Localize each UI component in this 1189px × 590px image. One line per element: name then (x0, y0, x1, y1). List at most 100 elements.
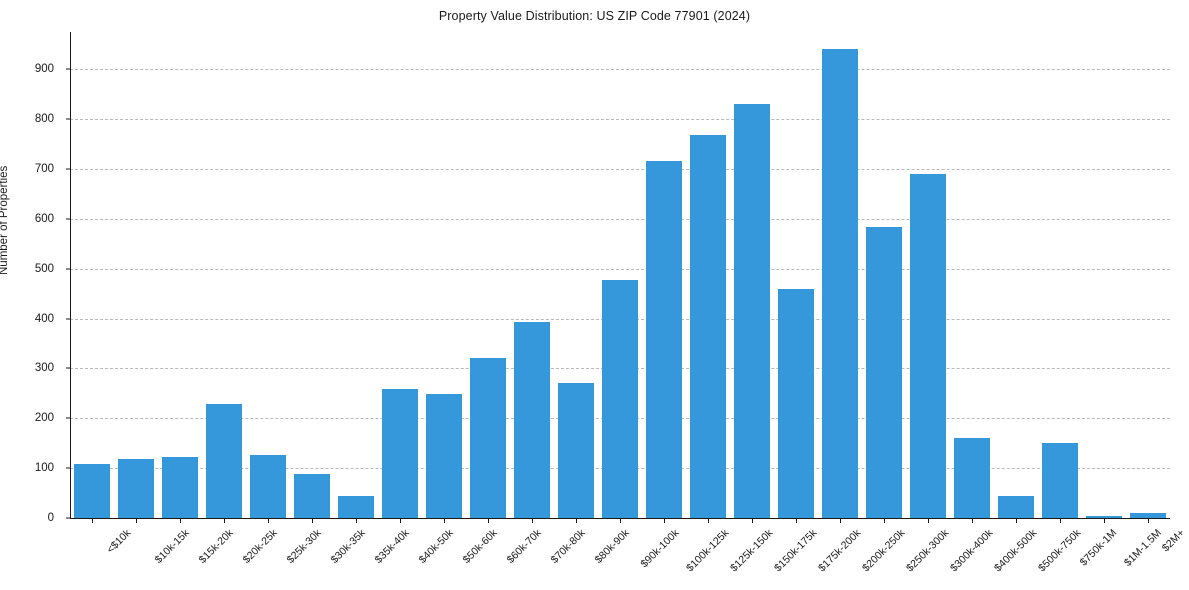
bar[interactable] (822, 49, 858, 518)
x-axis-tick-mark (796, 519, 797, 523)
y-axis-tick-label: 200 (34, 412, 54, 425)
x-axis-tick-label: $200k-250k (860, 527, 908, 575)
plot-area (70, 32, 1170, 518)
x-axis-tick-label: $35k-40k (372, 527, 412, 567)
bar[interactable] (514, 322, 550, 518)
x-axis-tick-label: $150k-175k (772, 527, 820, 575)
bar[interactable] (602, 280, 638, 518)
y-axis-tick-label: 0 (47, 512, 54, 524)
y-axis-tick-label: 300 (34, 362, 54, 375)
x-axis-tick-mark (444, 519, 445, 523)
bar[interactable] (206, 403, 242, 518)
y-axis-tick-label: 400 (34, 312, 54, 325)
x-axis-tick-mark (224, 519, 225, 523)
bar[interactable] (558, 383, 594, 518)
x-axis-tick-label: $750k-1M (1077, 527, 1120, 569)
x-axis-tick-label: $40k-50k (416, 527, 456, 567)
bar[interactable] (910, 173, 946, 518)
bar[interactable] (998, 495, 1034, 518)
x-axis-tick-mark (752, 519, 753, 523)
x-axis-tick-label: $60k-70k (504, 527, 544, 567)
x-axis-tick-mark (928, 519, 929, 523)
gridline (70, 169, 1170, 171)
x-axis-tick-label: $250k-300k (904, 527, 952, 575)
x-axis-tick-mark (1104, 519, 1105, 523)
x-axis-tick-label: $10k-15k (152, 527, 192, 567)
bar[interactable] (734, 104, 770, 518)
x-axis-tick-label: $15k-20k (196, 527, 236, 567)
bar[interactable] (426, 393, 462, 518)
x-axis-tick-mark (488, 519, 489, 523)
x-axis-tick-label: $500k-750k (1036, 527, 1084, 575)
y-axis-tick-label: 500 (34, 262, 54, 275)
y-axis-tick-mark (66, 517, 70, 519)
gridline (70, 119, 1170, 121)
gridline (70, 268, 1170, 270)
bar[interactable] (162, 457, 198, 518)
y-axis-tick-mark (66, 318, 70, 320)
x-axis-tick-label: <$10k (104, 527, 134, 556)
y-axis-tick-mark (66, 168, 70, 170)
bar[interactable] (470, 357, 506, 518)
x-axis-tick-label: $90k-100k (638, 527, 682, 571)
y-axis-tick-mark (66, 367, 70, 369)
y-axis-tick-mark (66, 417, 70, 419)
x-axis-tick-label: $400k-500k (992, 527, 1040, 575)
bar[interactable] (954, 438, 990, 518)
x-axis-tick-label: $300k-400k (948, 527, 996, 575)
x-axis-tick-mark (268, 519, 269, 523)
x-axis-spine (70, 518, 1170, 519)
bar[interactable] (118, 459, 154, 518)
gridline (70, 69, 1170, 71)
y-axis-tick-mark (66, 68, 70, 70)
y-axis-tick-mark (66, 467, 70, 469)
bar[interactable] (646, 160, 682, 518)
bar[interactable] (1042, 443, 1078, 518)
x-axis-tick-mark (620, 519, 621, 523)
x-axis-tick-label: $80k-90k (592, 527, 632, 567)
y-axis-tick-mark (66, 268, 70, 270)
x-axis-tick-mark (400, 519, 401, 523)
x-axis-tick-label: $25k-30k (284, 527, 324, 567)
y-axis-tick-label: 100 (34, 462, 54, 475)
bar[interactable] (250, 455, 286, 518)
x-axis-tick-mark (92, 519, 93, 523)
bar[interactable] (338, 495, 374, 518)
x-axis-tick-mark (1016, 519, 1017, 523)
y-axis-tick-label: 800 (34, 113, 54, 126)
bar[interactable] (866, 227, 902, 518)
x-axis-tick-mark (884, 519, 885, 523)
x-axis-tick-mark (972, 519, 973, 523)
y-axis-tick-mark (66, 118, 70, 120)
x-axis-tick-mark (532, 519, 533, 523)
y-axis-tick-label: 900 (34, 63, 54, 76)
x-axis-tick-mark (664, 519, 665, 523)
y-axis-tick-mark (66, 218, 70, 220)
x-axis-tick-mark (708, 519, 709, 523)
gridline (70, 218, 1170, 220)
x-axis-tick-label: $100k-125k (684, 527, 732, 575)
x-axis-tick-mark (1060, 519, 1061, 523)
x-axis-tick-label: $70k-80k (548, 527, 588, 567)
x-axis-tick-label: $2M+ (1159, 527, 1188, 555)
bar[interactable] (778, 288, 814, 518)
bar[interactable] (382, 388, 418, 518)
x-axis-tick-label: $125k-150k (728, 527, 776, 575)
x-axis-tick-label: $20k-25k (240, 527, 280, 567)
x-axis-tick-mark (576, 519, 577, 523)
x-axis-tick-mark (180, 519, 181, 523)
bar[interactable] (294, 473, 330, 518)
bar[interactable] (74, 464, 110, 518)
bar[interactable] (690, 135, 726, 518)
y-axis-spine (70, 32, 71, 519)
x-axis-tick-mark (136, 519, 137, 523)
bar[interactable] (1086, 516, 1122, 518)
chart-title: Property Value Distribution: US ZIP Code… (438, 9, 751, 23)
x-axis-tick-label: $175k-200k (816, 527, 864, 575)
bar[interactable] (1130, 513, 1166, 518)
x-axis-tick-label: $30k-35k (328, 527, 368, 567)
y-axis-tick-label: 600 (34, 212, 54, 225)
